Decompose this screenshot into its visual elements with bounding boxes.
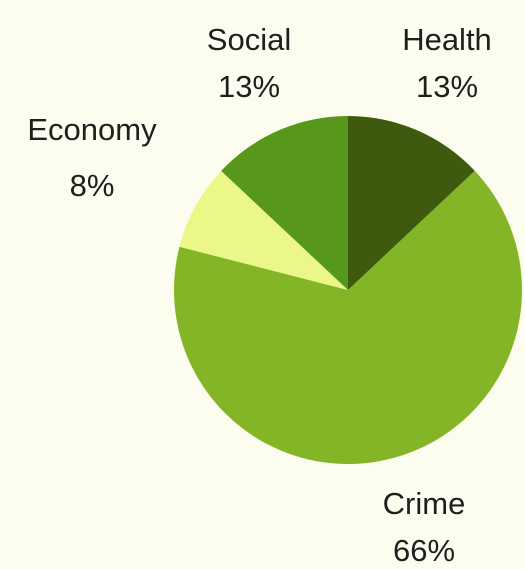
value-health: 13% bbox=[416, 69, 478, 104]
label-economy: Economy bbox=[27, 112, 157, 147]
slice-health bbox=[348, 116, 475, 290]
label-social: Social bbox=[207, 22, 291, 57]
label-crime: Crime bbox=[383, 486, 466, 521]
slice-crime bbox=[174, 170, 523, 465]
value-economy: 8% bbox=[70, 168, 115, 203]
value-social: 13% bbox=[218, 69, 280, 104]
label-health: Health bbox=[402, 22, 492, 57]
pie-slices bbox=[174, 116, 523, 465]
value-crime: 66% bbox=[393, 533, 455, 568]
slice-social bbox=[221, 116, 348, 290]
slice-economy bbox=[179, 170, 348, 290]
